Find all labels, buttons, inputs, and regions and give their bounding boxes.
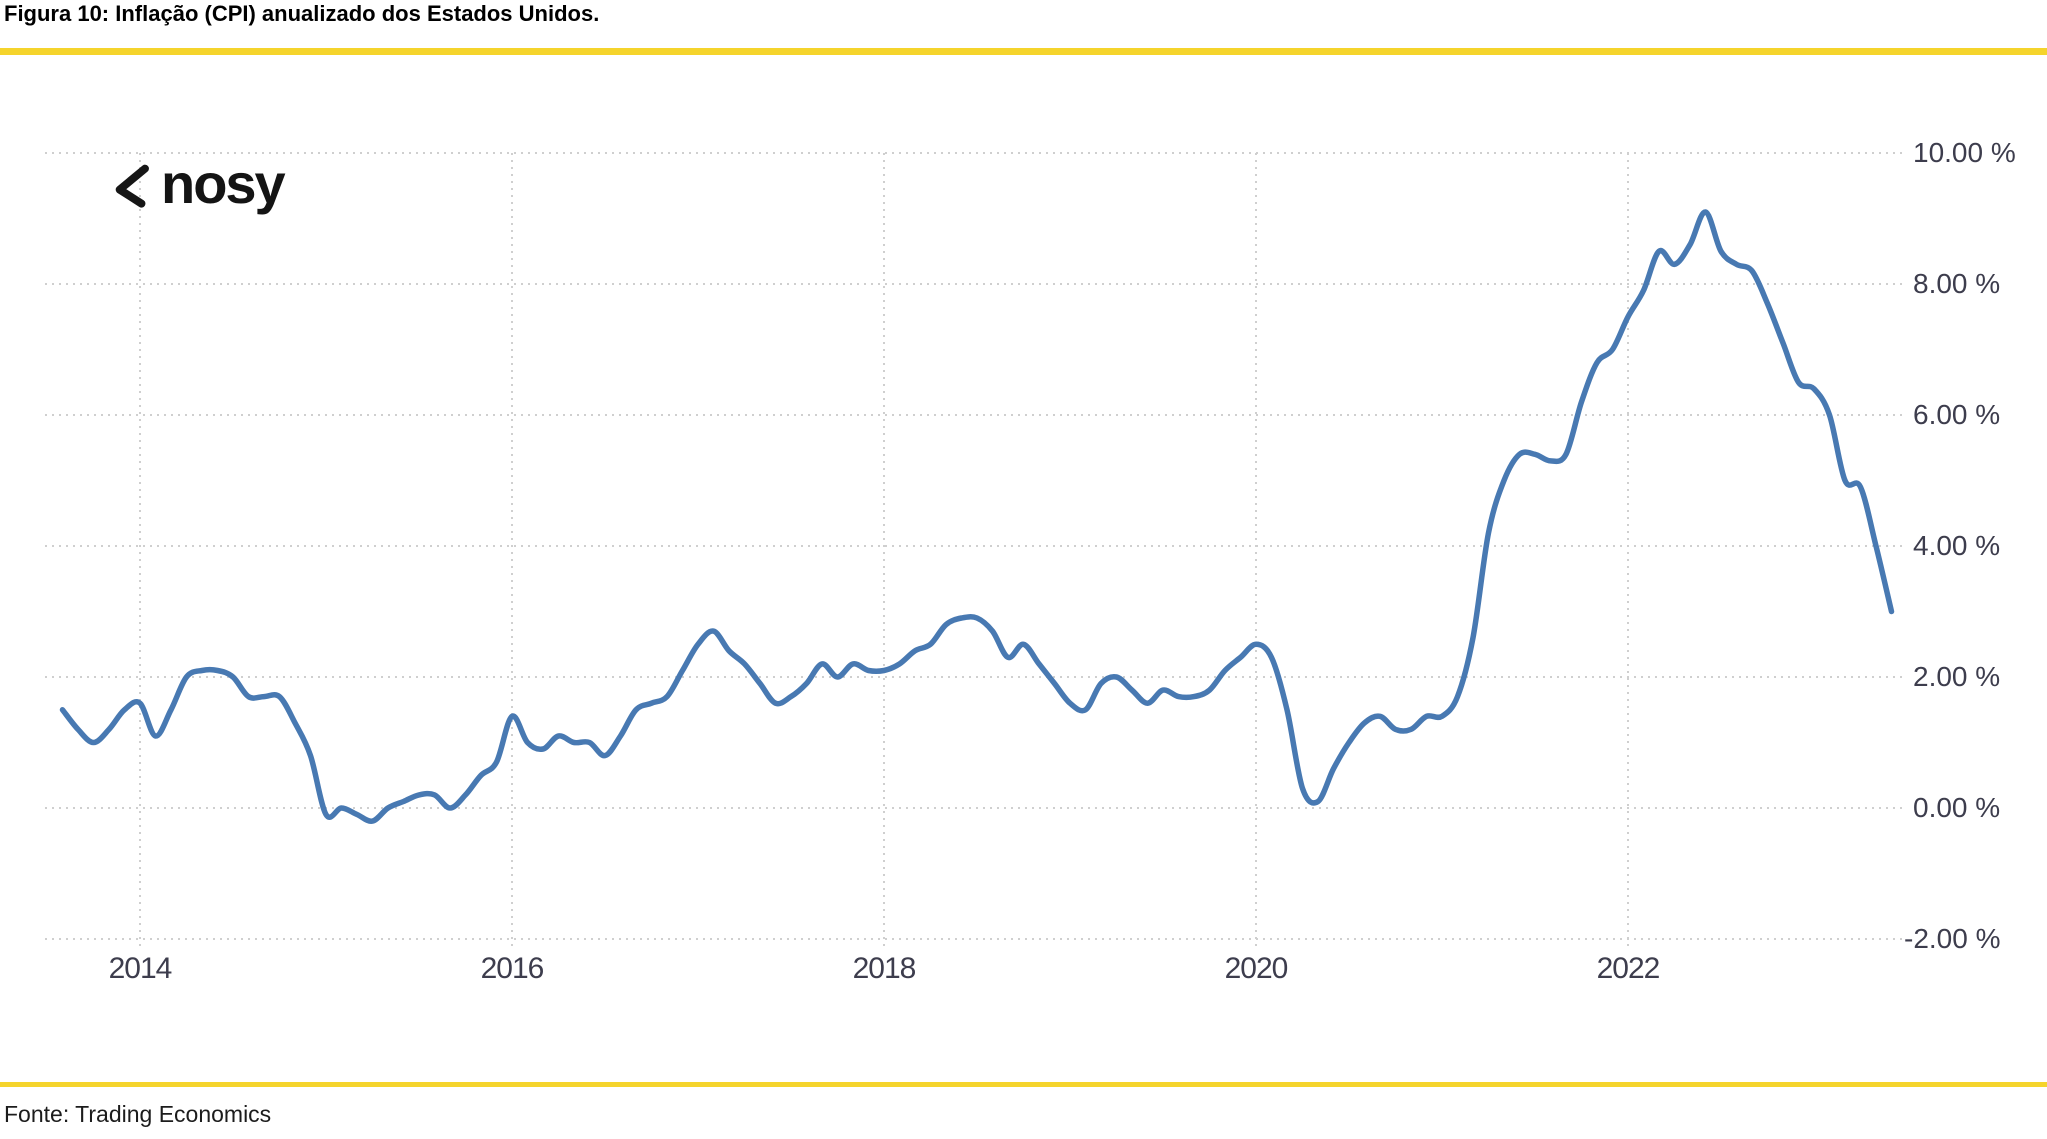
y-axis-label: 8.00 %	[1913, 268, 2001, 299]
bottom-accent-rule	[0, 1082, 2047, 1087]
y-axis-label: 10.00 %	[1913, 137, 2016, 168]
y-axis-label: 6.00 %	[1913, 399, 2001, 430]
source-caption: Fonte: Trading Economics	[4, 1101, 272, 1127]
x-axis-label: 2014	[108, 952, 173, 985]
figure-title: Figura 10: Inflação (CPI) anualizado dos…	[4, 1, 600, 26]
x-axis-label: 2020	[1224, 952, 1289, 985]
y-axis-label: 4.00 %	[1913, 530, 2001, 561]
x-axis-label: 2018	[852, 952, 917, 985]
nosy-logo: nosy	[110, 152, 286, 218]
x-axis-label: 2022	[1596, 952, 1661, 985]
angle-chevron-icon	[115, 164, 149, 208]
top-accent-rule	[0, 48, 2047, 55]
nosy-logo-text: nosy	[161, 152, 286, 215]
y-axis-label: 2.00 %	[1913, 661, 2001, 692]
y-axis-label: 0.00 %	[1913, 792, 2001, 823]
cpi-line-path	[59, 209, 1895, 824]
gridlines	[45, 152, 1905, 948]
x-axis-label: 2016	[480, 952, 545, 985]
y-axis-label: -2.00 %	[1904, 923, 2001, 954]
cpi-line-series	[59, 209, 1895, 824]
